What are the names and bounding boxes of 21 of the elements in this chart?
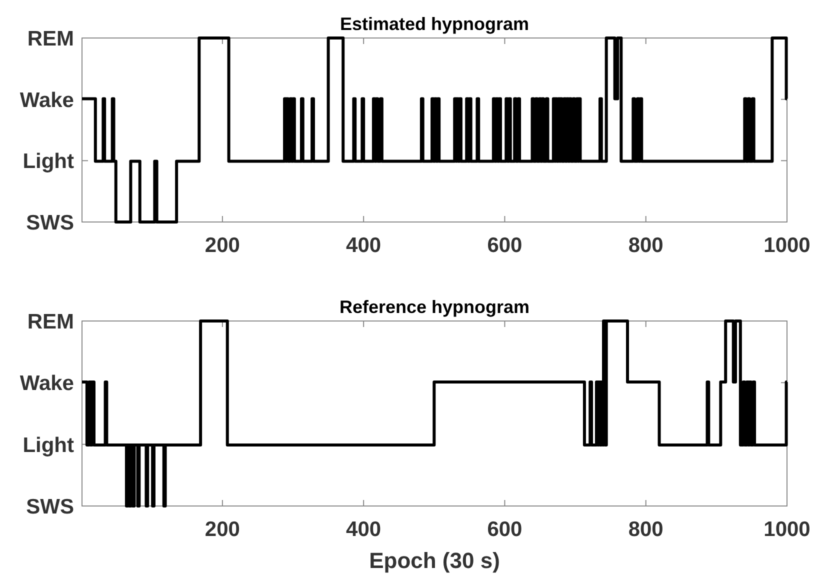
x-tick-label: 1000 — [764, 234, 810, 257]
x-tick-label: 400 — [346, 234, 382, 257]
x-axis-title: Epoch (30 s) — [369, 548, 500, 573]
x-tick-label: 400 — [346, 518, 382, 541]
x-tick-label: 800 — [628, 518, 664, 541]
category-label: REM — [27, 28, 74, 51]
chart-title: Estimated hypnogram — [340, 14, 530, 34]
category-label: SWS — [26, 212, 74, 235]
category-label: Light — [22, 150, 74, 174]
x-tick-label: 1000 — [764, 518, 810, 541]
category-label: SWS — [26, 496, 74, 519]
x-tick-label: 800 — [628, 234, 664, 257]
x-tick-label: 200 — [204, 518, 240, 541]
category-label: REM — [27, 310, 74, 334]
category-label: Wake — [20, 88, 74, 112]
chart-title: Reference hypnogram — [339, 297, 530, 317]
x-tick-label: 200 — [204, 234, 240, 257]
category-label: Wake — [20, 372, 74, 396]
x-tick-label: 600 — [487, 518, 522, 541]
category-label: Light — [22, 434, 74, 457]
x-tick-label: 600 — [487, 234, 522, 257]
